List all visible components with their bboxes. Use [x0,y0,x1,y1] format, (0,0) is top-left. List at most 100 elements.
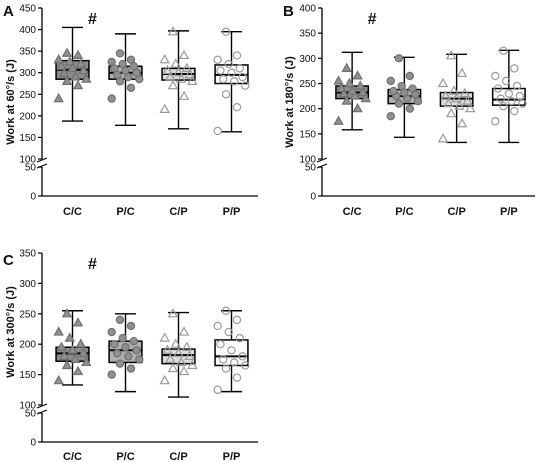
data-point [333,115,344,125]
data-point [181,62,193,73]
data-point [118,333,127,343]
data-point [437,133,449,143]
data-point [118,59,127,69]
y-tick-label: 0 [310,192,316,203]
data-point [167,362,179,373]
data-point [184,69,195,79]
data-point [164,353,176,363]
y-tick-label: 150 [19,133,36,144]
data-point [507,96,516,106]
data-point [121,343,130,352]
x-tick-label: C/P [169,206,187,218]
data-point [232,373,242,382]
y-tick-label: 0 [30,192,36,203]
data-point [491,71,500,81]
data-point [61,47,73,57]
x-tick-label: P/C [116,451,134,462]
data-point [75,338,87,348]
data-point [61,359,73,370]
data-point [61,308,73,318]
data-point [181,341,193,351]
y-tick-label: 350 [19,249,36,260]
data-point [349,90,361,100]
data-point [232,51,242,60]
data-point [72,317,84,327]
data-point [126,83,136,93]
data-point [167,308,179,318]
box-C-C [333,51,371,131]
data-point [167,79,179,90]
data-point [232,315,242,325]
data-point [443,97,454,108]
y-tick-label: 250 [19,90,36,101]
data-point [178,326,190,336]
data-point [241,361,250,370]
y-tick-label: 50 [305,163,317,174]
box-P-C [107,33,144,127]
data-point [338,87,350,98]
data-point [58,67,70,78]
data-point [518,99,527,108]
data-point [227,68,236,77]
data-point [232,103,242,112]
data-point [184,350,195,360]
data-point [336,82,347,93]
data-point [61,75,73,85]
data-point [72,79,84,90]
y-axis-label: Work at 180°/s (J) [284,56,296,148]
data-point [341,62,352,73]
data-point [510,64,519,73]
data-point [405,104,415,113]
data-point [129,336,138,346]
panel-letter: B [283,3,294,20]
data-point [159,54,170,64]
data-point [405,71,415,81]
data-point [515,91,524,101]
data-point [159,103,170,113]
data-point [221,27,231,36]
data-point [224,327,233,337]
significance-mark: # [88,256,97,273]
data-point [167,26,179,36]
data-point [126,55,136,64]
data-point [386,76,395,86]
data-point [56,60,67,70]
data-point [501,76,511,86]
data-point [213,321,222,331]
data-point [115,359,125,368]
data-point [162,64,173,75]
significance-mark: # [368,11,377,28]
y-axis-label: Work at 300°/s (J) [5,286,17,378]
data-point [164,71,176,81]
data-point [451,92,462,103]
data-point [512,81,522,91]
data-point [221,306,231,315]
data-point [162,344,173,354]
y-tick-label: 350 [19,47,36,58]
data-point [230,77,239,86]
box-C-P [159,308,198,398]
data-point [456,67,468,78]
data-point [115,49,125,58]
y-tick-label: 350 [299,29,316,40]
data-point [81,356,92,367]
data-point [187,75,198,85]
data-point [213,126,222,136]
data-point [78,64,89,75]
x-tick-label: C/C [343,206,362,218]
data-point [456,118,468,128]
data-point [219,355,228,364]
data-point [352,70,363,80]
data-point [355,80,366,90]
data-point [227,346,236,355]
y-tick-label: 250 [19,309,36,320]
y-tick-label: 200 [19,340,36,351]
data-point [170,58,181,68]
data-point [360,92,371,103]
data-point [173,66,184,77]
data-point [126,364,136,373]
box-P-P [213,306,250,394]
data-point [124,352,133,361]
